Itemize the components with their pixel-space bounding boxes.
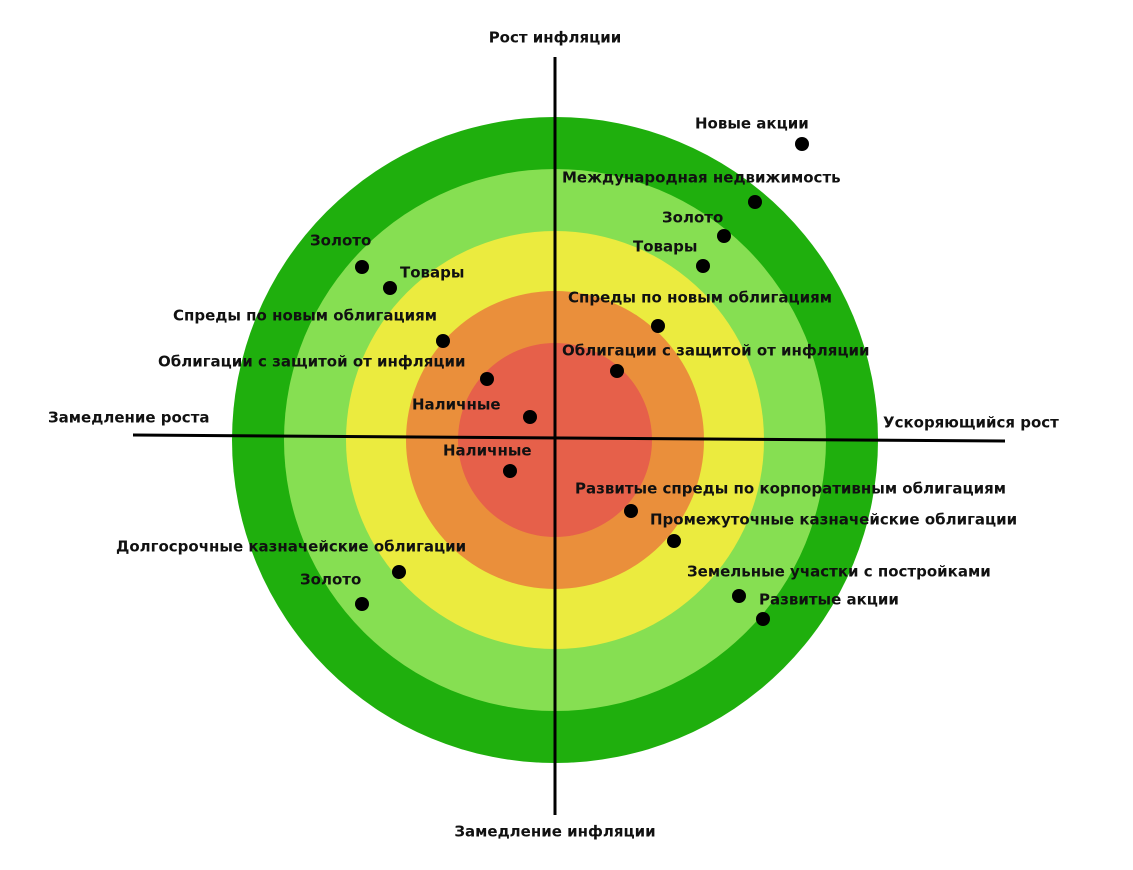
item-dot [610, 364, 624, 378]
item-dot [480, 372, 494, 386]
item-label: Долгосрочные казначейские облигации [116, 538, 466, 556]
item-dot [503, 464, 517, 478]
item-label: Международная недвижимость [562, 169, 841, 187]
item-dot [651, 319, 665, 333]
item-label: Облигации с защитой от инфляции [562, 342, 870, 360]
item-label: Развитые спреды по корпоративным облигац… [575, 480, 1006, 498]
item-label: Золото [662, 209, 723, 227]
item-label: Товары [400, 264, 464, 282]
item-dot [624, 504, 638, 518]
item-label: Товары [633, 238, 697, 256]
item-label: Наличные [412, 396, 501, 414]
item-dot [795, 137, 809, 151]
item-label: Промежуточные казначейские облигации [650, 511, 1017, 529]
item-dot [748, 195, 762, 209]
axis-label-bottom: Замедление инфляции [454, 823, 655, 841]
item-label: Спреды по новым облигациям [173, 307, 437, 325]
items: Новые акции Международная недвижимость Зол… [116, 115, 1017, 626]
item-dot [523, 410, 537, 424]
item-dot [355, 260, 369, 274]
item-dot [355, 597, 369, 611]
axis-label-left: Замедление роста [48, 409, 210, 427]
axis-horizontal [132, 433, 1006, 443]
item-dot [732, 589, 746, 603]
item-dot [667, 534, 681, 548]
item-label: Золото [310, 232, 371, 250]
item-dot [717, 229, 731, 243]
item-label: Наличные [443, 442, 532, 460]
item-label: Земельные участки с постройками [687, 563, 991, 581]
item-label: Спреды по новым облигациям [568, 289, 832, 307]
item-dot [383, 281, 397, 295]
item-dot [756, 612, 770, 626]
axis-label-right: Ускоряющийся рост [883, 414, 1059, 432]
item-label: Новые акции [695, 115, 809, 133]
item-label: Развитые акции [759, 591, 899, 609]
item-dot [436, 334, 450, 348]
item-label: Облигации с защитой от инфляции [158, 353, 466, 371]
item-label: Золото [300, 571, 361, 589]
item-dot [696, 259, 710, 273]
axis-label-top: Рост инфляции [489, 29, 622, 47]
item-dot [392, 565, 406, 579]
